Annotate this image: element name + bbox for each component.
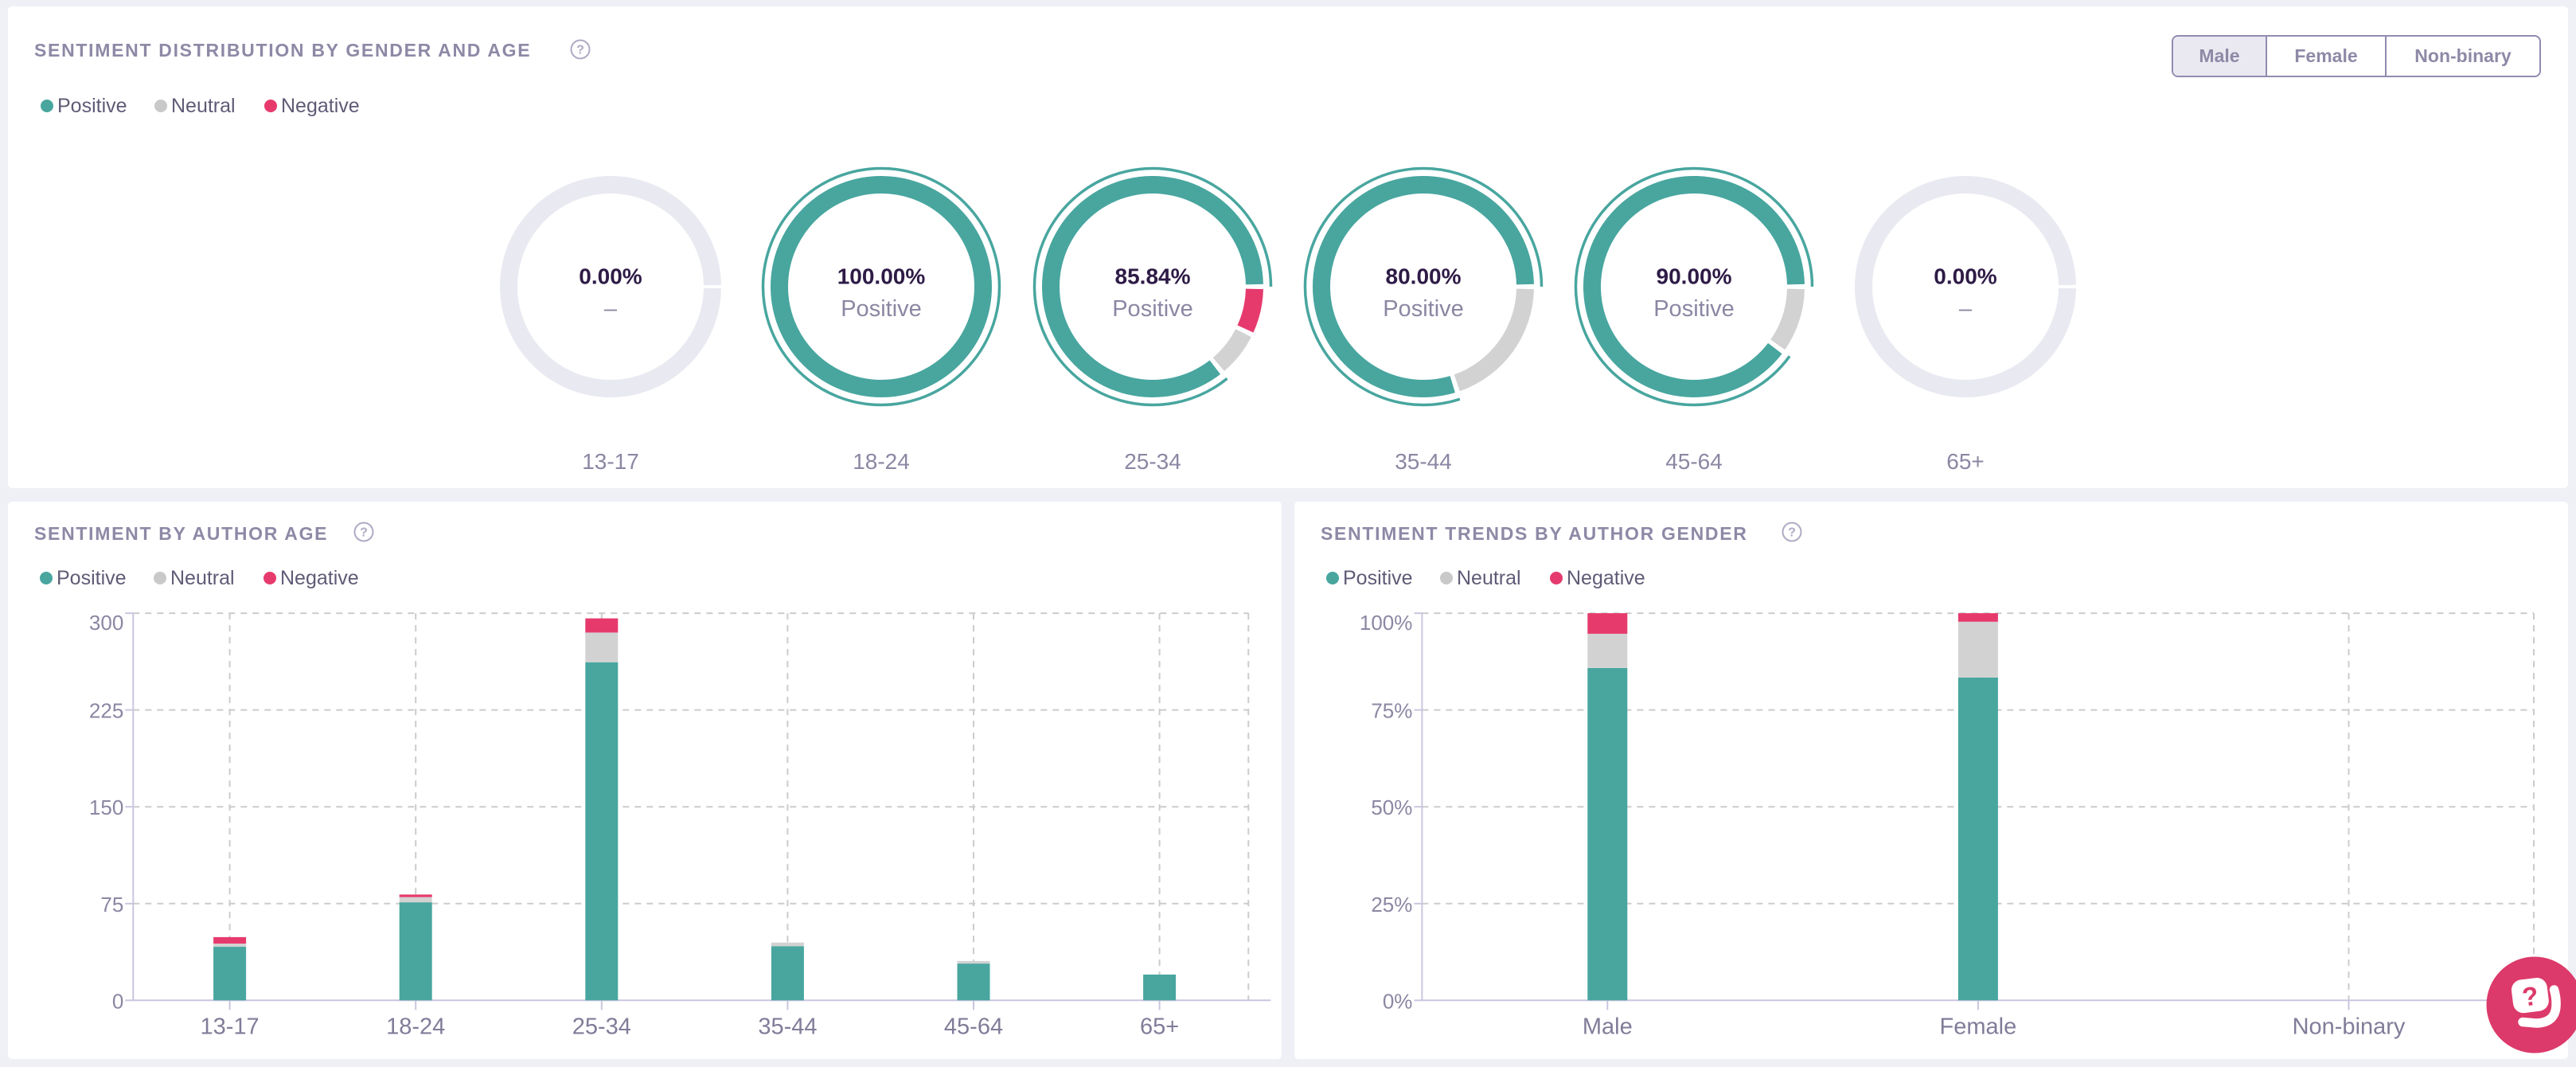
svg-text:25%: 25%: [1371, 893, 1412, 917]
svg-text:Positive: Positive: [841, 296, 922, 322]
svg-text:?: ?: [1788, 526, 1796, 540]
svg-text:18-24: 18-24: [386, 1014, 445, 1039]
svg-text:300: 300: [89, 611, 123, 635]
svg-text:Male: Male: [1583, 1014, 1633, 1039]
svg-text:Positive: Positive: [1653, 296, 1735, 322]
svg-text:?: ?: [2520, 980, 2540, 1011]
svg-text:Positive: Positive: [1383, 296, 1464, 322]
svg-text:150: 150: [89, 795, 123, 819]
svg-text:–: –: [1959, 296, 1973, 322]
svg-text:Non-binary: Non-binary: [2293, 1014, 2406, 1039]
svg-text:75%: 75%: [1371, 699, 1412, 723]
svg-text:0.00%: 0.00%: [1934, 264, 1996, 289]
svg-text:0.00%: 0.00%: [579, 264, 642, 289]
svg-text:–: –: [604, 296, 618, 322]
svg-text:Female: Female: [1940, 1014, 2017, 1039]
svg-text:45-64: 45-64: [944, 1014, 1003, 1039]
svg-text:90.00%: 90.00%: [1657, 264, 1732, 289]
svg-text:?: ?: [360, 526, 368, 540]
svg-text:100%: 100%: [1360, 611, 1413, 635]
svg-text:80.00%: 80.00%: [1386, 264, 1462, 289]
svg-text:75: 75: [100, 893, 123, 917]
svg-text:50%: 50%: [1371, 795, 1412, 819]
svg-text:Positive: Positive: [1112, 296, 1193, 322]
svg-text:85.84%: 85.84%: [1115, 264, 1191, 289]
svg-text:225: 225: [89, 699, 123, 723]
svg-text:100.00%: 100.00%: [837, 264, 926, 289]
svg-text:?: ?: [576, 44, 584, 57]
svg-text:65+: 65+: [1140, 1014, 1179, 1039]
svg-text:35-44: 35-44: [758, 1014, 817, 1039]
svg-text:0%: 0%: [1383, 989, 1413, 1013]
svg-text:25-34: 25-34: [572, 1014, 631, 1039]
svg-text:13-17: 13-17: [201, 1014, 260, 1039]
svg-text:0: 0: [112, 989, 123, 1013]
